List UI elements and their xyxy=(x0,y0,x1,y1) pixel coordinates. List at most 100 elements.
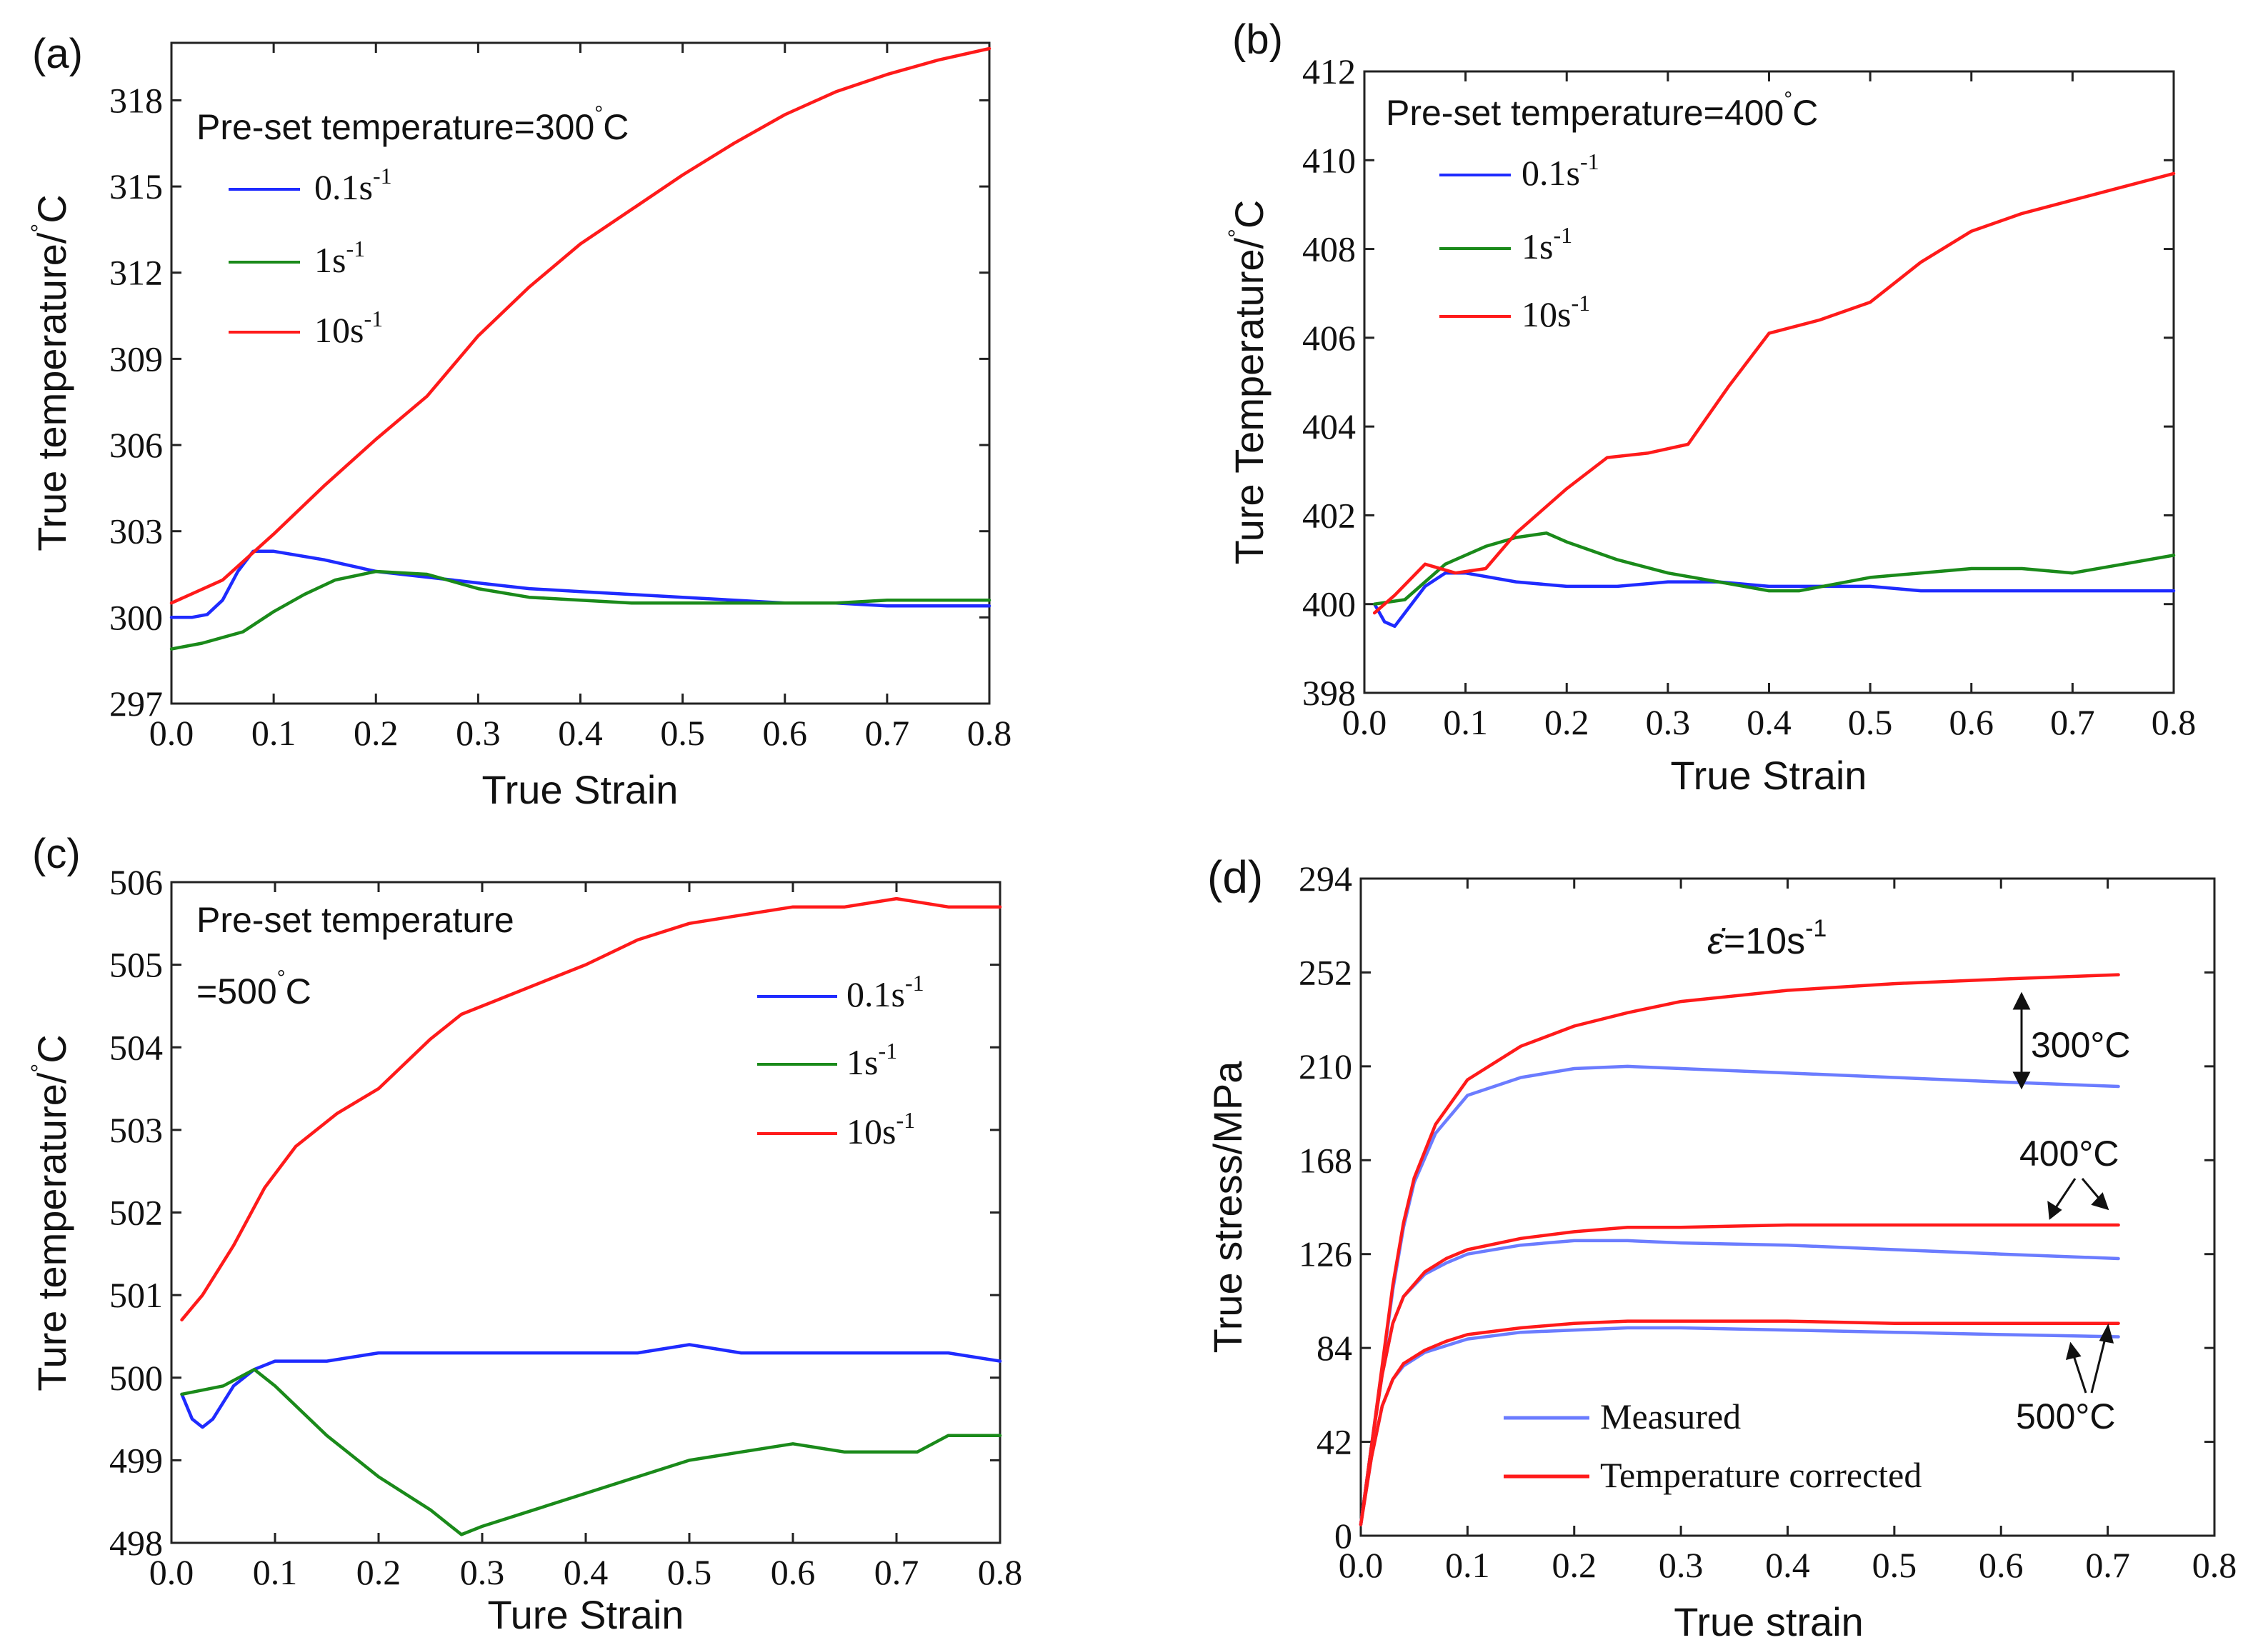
ytick-label: 506 xyxy=(109,862,163,902)
xtick-label: 0.6 xyxy=(771,1552,816,1592)
xtick-label: 0.4 xyxy=(1765,1545,1810,1585)
panel-a-xlabel: True Strain xyxy=(482,767,679,812)
series-line-a-2 xyxy=(169,46,991,605)
panel-b-ylabel: Ture Temperature/°C xyxy=(1224,200,1272,565)
ytick-label: 505 xyxy=(109,945,163,985)
legend-d-label-corrected: Temperature corrected xyxy=(1600,1455,1922,1495)
panel-a-legend: 0.1s-1 1s-1 10s-1 xyxy=(229,163,392,350)
panel-a-xticks: 0.0 0.1 0.2 0.3 0.4 0.5 0.6 0.7 0.8 xyxy=(149,43,1011,753)
panel-b-xticks: 0.0 0.1 0.2 0.3 0.4 0.5 0.6 0.7 0.8 xyxy=(1342,71,2197,742)
arrow-300-head-top xyxy=(2012,991,2031,1010)
legend-c-label-0: 0.1s-1 xyxy=(846,970,924,1014)
panel-b-label: (b) xyxy=(1232,16,1283,63)
panel-b-yticks: 398 400 402 404 406 408 410 412 xyxy=(1302,51,2174,713)
legend-c-label-1: 1s-1 xyxy=(846,1038,897,1082)
xtick-label: 0.2 xyxy=(356,1552,401,1592)
ytick-label: 315 xyxy=(109,166,163,206)
xtick-label: 0.0 xyxy=(1339,1545,1384,1585)
xtick-label: 0.7 xyxy=(865,713,910,753)
ytick-label: 84 xyxy=(1317,1328,1352,1368)
ytick-label: 504 xyxy=(109,1027,163,1067)
xtick-label: 0.4 xyxy=(564,1552,609,1592)
panel-b-legend: 0.1s-1 1s-1 10s-1 xyxy=(1439,149,1599,334)
ytick-label: 252 xyxy=(1299,952,1352,992)
panel-b-xlabel: True Strain xyxy=(1671,753,1867,798)
panel-d: (d) 0.0 0.1 0.2 0.3 0.4 0.5 0.6 0.7 0.8 0 42 84 126… xyxy=(1205,851,2237,1644)
ytick-label: 312 xyxy=(109,253,163,293)
ytick-label: 309 xyxy=(109,339,163,379)
ytick-label: 294 xyxy=(1299,859,1352,899)
panel-a: (a) 0.0 0.1 0.2 0.3 0.4 0.5 0.6 0.7 0.8 297 300 30… xyxy=(26,31,1011,812)
ytick-label: 168 xyxy=(1299,1140,1352,1180)
ytick-label: 400 xyxy=(1302,584,1356,624)
panel-c-xlabel: Ture Strain xyxy=(488,1592,684,1637)
xtick-label: 0.6 xyxy=(1979,1545,2024,1585)
xtick-label: 0.1 xyxy=(251,713,296,753)
ytick-label: 404 xyxy=(1302,406,1356,446)
temp-label-300: 300°C xyxy=(2031,1025,2131,1065)
panel-a-annotation: Pre-set temperature=300°C xyxy=(196,102,629,147)
series-line-b-2 xyxy=(1372,171,2176,615)
xtick-label: 0.1 xyxy=(253,1552,298,1592)
arrow-500-a-head xyxy=(2065,1341,2082,1361)
panel-d-ylabel: True stress/MPa xyxy=(1205,1061,1250,1354)
panel-b: (b) 0.0 0.1 0.2 0.3 0.4 0.5 0.6 0.7 0.8 398 400 40… xyxy=(1224,16,2196,798)
legend-a-label-1: 1s-1 xyxy=(314,236,365,280)
xtick-label: 0.3 xyxy=(1659,1545,1704,1585)
panel-a-label: (a) xyxy=(32,31,83,77)
series-line-a-1 xyxy=(169,569,991,651)
panel-d-label: (d) xyxy=(1207,851,1263,903)
panel-c-ylabel: Ture temperature/°C xyxy=(26,1034,74,1391)
ytick-label: 42 xyxy=(1317,1422,1352,1462)
xtick-label: 0.0 xyxy=(1342,702,1387,742)
xtick-label: 0.8 xyxy=(2192,1545,2237,1585)
xtick-label: 0.0 xyxy=(149,1552,194,1592)
legend-a-label-0: 0.1s-1 xyxy=(314,163,392,207)
xtick-label: 0.7 xyxy=(874,1552,919,1592)
ytick-label: 210 xyxy=(1299,1046,1352,1086)
temp-label-500: 500°C xyxy=(2016,1396,2116,1436)
ytick-label: 410 xyxy=(1302,140,1356,180)
arrow-400-b-head xyxy=(2091,1192,2109,1211)
xtick-label: 0.8 xyxy=(2152,702,2197,742)
xtick-label: 0.0 xyxy=(149,713,194,753)
xtick-label: 0.7 xyxy=(2050,702,2095,742)
legend-b-label-2: 10s-1 xyxy=(1522,290,1590,334)
panel-b-lines xyxy=(1372,171,2176,629)
series-line-d-1 xyxy=(1359,973,2120,1526)
panel-d-xlabel: True strain xyxy=(1674,1599,1864,1644)
panel-d-xticks: 0.0 0.1 0.2 0.3 0.4 0.5 0.6 0.7 0.8 xyxy=(1339,879,2237,1585)
xtick-label: 0.2 xyxy=(1544,702,1589,742)
ytick-label: 408 xyxy=(1302,229,1356,269)
xtick-label: 0.4 xyxy=(1747,702,1792,742)
xtick-label: 0.8 xyxy=(978,1552,1023,1592)
xtick-label: 0.3 xyxy=(460,1552,505,1592)
xtick-label: 0.1 xyxy=(1443,702,1488,742)
arrow-500-a xyxy=(2072,1353,2087,1394)
panel-c-xticks: 0.0 0.1 0.2 0.3 0.4 0.5 0.6 0.7 0.8 xyxy=(149,882,1023,1592)
series-line-b-1 xyxy=(1372,531,2176,606)
ytick-label: 502 xyxy=(109,1193,163,1233)
series-line-b-0 xyxy=(1372,571,2176,629)
xtick-label: 0.3 xyxy=(1646,702,1691,742)
panel-c-label: (c) xyxy=(32,831,81,877)
panel-c: (c) 0.0 0.1 0.2 0.3 0.4 0.5 0.6 0.7 0.8 498 499 50… xyxy=(26,831,1022,1637)
ytick-label: 501 xyxy=(109,1275,163,1315)
legend-d-label-measured: Measured xyxy=(1600,1396,1741,1436)
panel-d-legend: Measured Temperature corrected xyxy=(1504,1396,1922,1495)
ytick-label: 303 xyxy=(109,511,163,551)
xtick-label: 0.5 xyxy=(660,713,705,753)
legend-b-label-1: 1s-1 xyxy=(1522,222,1572,266)
panel-a-ylabel: True temperature/°C xyxy=(26,194,74,551)
legend-c-label-2: 10s-1 xyxy=(846,1107,915,1151)
legend-a-label-2: 10s-1 xyxy=(314,306,383,350)
ytick-label: 499 xyxy=(109,1440,163,1480)
series-line-c-0 xyxy=(180,1343,1002,1429)
panel-c-yticks: 498 499 500 501 502 503 504 505 506 xyxy=(109,862,1000,1563)
panel-a-yticks: 297 300 303 306 309 312 315 318 xyxy=(109,80,989,724)
series-line-d-3 xyxy=(1359,1223,2120,1526)
ytick-label: 503 xyxy=(109,1110,163,1150)
series-line-c-1 xyxy=(180,1367,1002,1536)
panel-d-strain-rate: ε̇=10s-1 xyxy=(1707,915,1827,962)
